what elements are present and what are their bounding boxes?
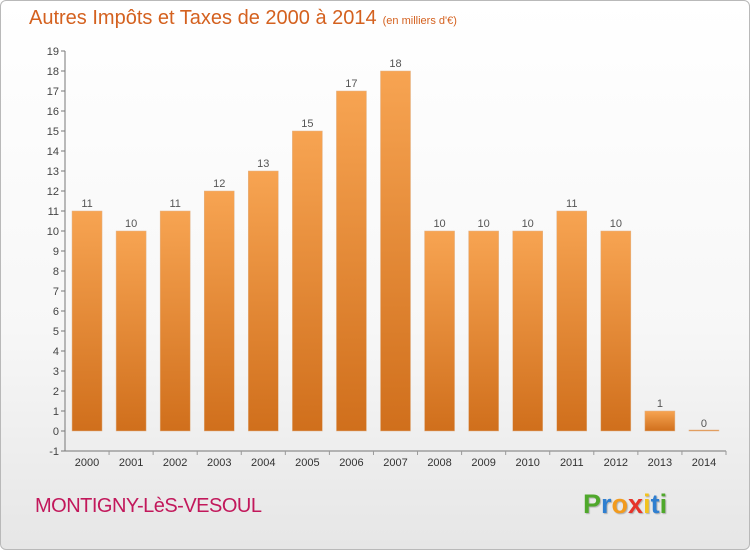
bar-2013 <box>644 410 676 432</box>
y-tick-label: 4 <box>53 346 59 358</box>
x-tick-label-2009: 2009 <box>471 457 495 469</box>
title-unit: (en milliers d'€) <box>382 15 457 27</box>
x-tick-label-2014: 2014 <box>692 457 716 469</box>
y-tick-label: 12 <box>47 186 59 198</box>
y-tick-label: 17 <box>47 86 59 98</box>
bar-2011 <box>556 210 588 432</box>
value-label-2005: 15 <box>301 118 313 130</box>
x-tick-label-2006: 2006 <box>339 457 363 469</box>
x-tick-label-2007: 2007 <box>383 457 407 469</box>
proxiti-logo: Proxiti <box>583 489 668 519</box>
value-label-2011: 11 <box>566 198 577 210</box>
y-tick-label: 0 <box>53 426 59 438</box>
y-tick-label: 7 <box>53 286 59 298</box>
value-label-2000: 11 <box>81 198 92 210</box>
y-tick-label: -1 <box>49 446 59 458</box>
bar-2012 <box>600 230 632 432</box>
y-tick-label: 2 <box>53 386 59 398</box>
y-tick-label: 8 <box>53 266 59 278</box>
x-tick-label-2012: 2012 <box>604 457 628 469</box>
x-tick-label-2010: 2010 <box>515 457 539 469</box>
value-label-2006: 17 <box>345 78 357 90</box>
bar-2008 <box>424 230 455 432</box>
y-tick-label: 3 <box>53 366 59 378</box>
chart-title: Autres Impôts et Taxes de 2000 à 2014 (en… <box>29 7 457 30</box>
x-tick-label-2008: 2008 <box>427 457 451 469</box>
value-label-2012: 10 <box>610 218 622 230</box>
value-label-2013: 1 <box>657 398 663 410</box>
value-label-2003: 12 <box>213 178 225 190</box>
value-label-2008: 10 <box>433 218 445 230</box>
y-tick-label: 13 <box>47 166 59 178</box>
value-label-2007: 18 <box>389 58 401 70</box>
y-tick-label: 15 <box>47 126 59 138</box>
y-tick-label: 10 <box>47 226 59 238</box>
x-tick-label-2013: 2013 <box>648 457 672 469</box>
bar-2010 <box>512 230 543 432</box>
bar-2000 <box>71 210 103 432</box>
x-tick-label-2002: 2002 <box>163 457 187 469</box>
x-tick-label-2011: 2011 <box>560 457 584 469</box>
y-tick-label: 1 <box>53 406 59 418</box>
y-tick-label: 11 <box>48 206 59 218</box>
y-tick-label: 16 <box>47 106 59 118</box>
value-label-2001: 10 <box>125 218 137 230</box>
bar-2014 <box>688 429 720 432</box>
value-label-2009: 10 <box>478 218 490 230</box>
x-tick-label-2005: 2005 <box>295 457 319 469</box>
y-tick-label: 9 <box>53 246 59 258</box>
x-tick-label-2003: 2003 <box>207 457 231 469</box>
y-tick-label: 6 <box>53 306 59 318</box>
bar-2007 <box>380 70 411 432</box>
y-tick-label: 18 <box>47 66 59 78</box>
bar-2005 <box>292 130 323 432</box>
bar-2002 <box>159 210 191 432</box>
y-tick-label: 19 <box>47 46 59 58</box>
x-tick-label-2004: 2004 <box>251 457 275 469</box>
value-label-2010: 10 <box>522 218 534 230</box>
x-tick-label-2000: 2000 <box>75 457 99 469</box>
value-label-2002: 11 <box>169 198 180 210</box>
commune-name: MONTIGNY-LèS-VESOUL <box>35 495 262 517</box>
bar-2003 <box>203 190 235 432</box>
bar-2004 <box>248 170 279 432</box>
y-tick-label: 5 <box>53 326 59 338</box>
title-text: Autres Impôts et Taxes de 2000 à 2014 <box>29 7 377 29</box>
bar-2001 <box>115 230 147 432</box>
bar-2009 <box>468 230 499 432</box>
x-tick-label-2001: 2001 <box>119 457 143 469</box>
value-label-2004: 13 <box>257 158 269 170</box>
value-label-2014: 0 <box>701 418 707 430</box>
y-tick-label: 14 <box>47 146 59 158</box>
bar-2006 <box>336 90 367 432</box>
